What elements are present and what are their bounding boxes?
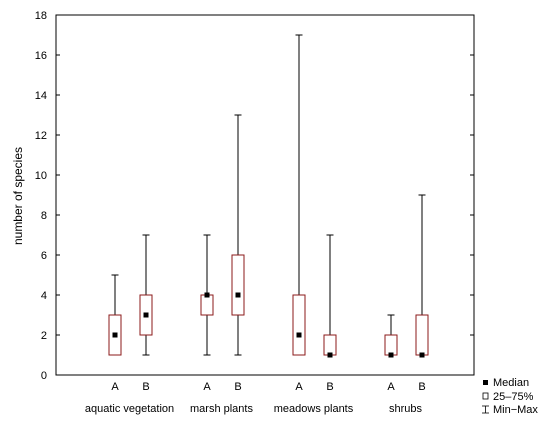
- legend-whisker-label: Min−Max: [493, 404, 538, 416]
- legend-median-label: Median: [493, 377, 529, 389]
- iqr-box: [384, 334, 398, 356]
- y-tick-label: 6: [41, 250, 47, 262]
- y-tick-label: 12: [35, 130, 47, 142]
- y-tick-label: 18: [35, 10, 47, 22]
- x-tick-label: A: [295, 381, 303, 393]
- median-marker: [204, 292, 210, 298]
- median-marker: [112, 332, 118, 338]
- y-tick-label: 14: [35, 90, 47, 102]
- x-tick-label: B: [234, 381, 241, 393]
- group-label: aquatic vegetation: [85, 403, 174, 415]
- box-marsh-plants-B: [231, 114, 245, 356]
- box-aquatic-vegetation-B: [139, 234, 153, 356]
- y-tick-label: 2: [41, 330, 47, 342]
- box-marsh-plants-A: [200, 234, 214, 356]
- iqr-box: [323, 334, 337, 356]
- box-meadows-plants-A: [292, 34, 306, 356]
- legend-whisker-marker: [482, 405, 489, 414]
- y-axis-ticks: 0 2 4 6 8 10 12 14 16 18: [35, 10, 474, 382]
- box-shrubs-A: [384, 314, 398, 358]
- plot-frame: [55, 14, 475, 376]
- legend: Median 25–75% Min−Max: [482, 377, 538, 416]
- median-marker: [388, 352, 394, 358]
- iqr-box: [231, 254, 245, 316]
- group-label: marsh plants: [190, 403, 253, 415]
- median-marker: [327, 352, 333, 358]
- legend-box-label: 25–75%: [493, 391, 534, 403]
- box-meadows-plants-B: [323, 234, 337, 358]
- x-tick-label: B: [142, 381, 149, 393]
- iqr-box: [200, 294, 214, 316]
- median-marker: [296, 332, 302, 338]
- boxes: [108, 34, 429, 358]
- group-label: meadows plants: [274, 403, 354, 415]
- x-tick-label: B: [418, 381, 425, 393]
- x-tick-label: A: [111, 381, 119, 393]
- y-tick-label: 16: [35, 50, 47, 62]
- box-shrubs-B: [415, 194, 429, 358]
- y-tick-label: 0: [41, 370, 47, 382]
- median-marker: [235, 292, 241, 298]
- legend-box-marker: [482, 392, 489, 400]
- x-tick-label: A: [203, 381, 211, 393]
- y-axis-label: number of species: [11, 147, 25, 245]
- axes: [55, 14, 475, 376]
- y-tick-label: 4: [41, 290, 47, 302]
- group-label: shrubs: [389, 403, 423, 415]
- median-marker: [419, 352, 425, 358]
- box-aquatic-vegetation-A: [108, 274, 122, 356]
- median-marker: [143, 312, 149, 318]
- iqr-box: [292, 294, 306, 356]
- y-tick-label: 10: [35, 170, 47, 182]
- x-tick-label: A: [387, 381, 395, 393]
- y-tick-label: 8: [41, 210, 47, 222]
- x-tick-label: B: [326, 381, 333, 393]
- legend-median-marker: [483, 380, 488, 385]
- iqr-box: [415, 314, 429, 356]
